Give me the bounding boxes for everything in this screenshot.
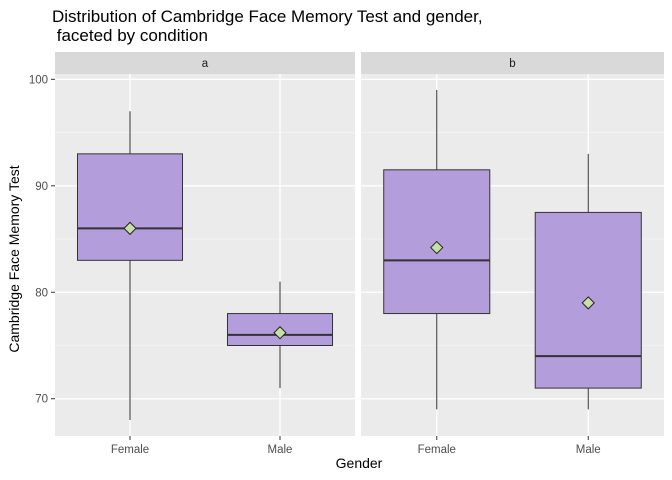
facet-strip	[55, 52, 355, 74]
y-tick-label: 90	[35, 181, 48, 193]
chart-title-line-1: Distribution of Cambridge Face Memory Te…	[52, 7, 483, 26]
mean-marker	[430, 240, 444, 255]
facet-strip-label: b	[509, 58, 515, 70]
box-female	[77, 111, 183, 421]
mean-marker	[123, 221, 137, 236]
facet-panels: a Female Male b Female Male	[55, 52, 664, 456]
y-tick-label: 100	[29, 74, 48, 86]
box-body	[77, 153, 183, 261]
facet-b: b Female Male	[361, 52, 664, 456]
y-axis: 70 80 90 100	[29, 74, 55, 406]
box-male	[227, 281, 333, 389]
x-tick-label: Female	[111, 444, 149, 456]
y-axis-title: Cambridge Face Memory Test	[6, 165, 22, 352]
box-female	[383, 89, 491, 410]
facet-strip	[361, 52, 664, 74]
chart-title-line-2: faceted by condition	[52, 26, 208, 45]
x-axis-title: Gender	[336, 455, 383, 471]
mean-marker	[273, 326, 287, 340]
x-tick-label: Female	[418, 444, 456, 456]
y-tick-label: 70	[35, 394, 48, 406]
x-tick-label: Male	[576, 444, 601, 456]
mean-marker	[581, 296, 595, 310]
facet-a: a Female Male	[55, 52, 355, 456]
y-tick-label: 80	[35, 287, 48, 299]
box-male	[534, 153, 642, 410]
x-tick-label: Male	[268, 444, 293, 456]
facet-strip-label: a	[202, 58, 209, 70]
